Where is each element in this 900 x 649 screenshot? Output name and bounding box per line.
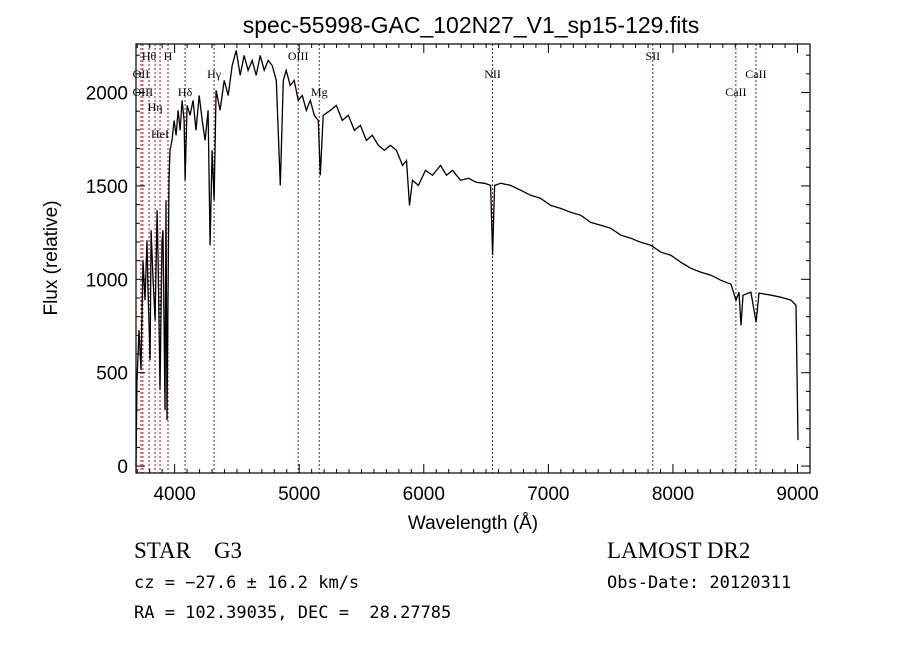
x-axis-label: Wavelength (Å) — [408, 513, 538, 534]
y-tick-label: 0 — [117, 457, 128, 478]
line-marker-label: SII — [645, 49, 660, 63]
line-marker-label: Hδ — [178, 85, 193, 99]
x-tick-label: 7000 — [527, 484, 569, 505]
y-tick-label: 500 — [96, 364, 128, 385]
coordinates: RA = 102.39035, DEC = 28.27785 — [134, 603, 452, 623]
spectrum-line — [135, 50, 799, 467]
line-marker-label: HeI — [151, 127, 169, 141]
line-marker-label: Mg — [311, 85, 328, 99]
line-marker-label: OII — [133, 67, 150, 81]
x-tick-label: 6000 — [403, 484, 445, 505]
plot-frame — [135, 43, 811, 474]
x-tick-label: 9000 — [776, 484, 818, 505]
y-axis-label: Flux (relative) — [41, 200, 62, 315]
line-marker-label: Hγ — [207, 67, 222, 81]
line-marker-label: Hη — [148, 100, 163, 114]
line-marker-label: CaII — [745, 67, 766, 81]
y-tick-label: 2000 — [86, 84, 128, 105]
x-tick-label: 5000 — [278, 484, 320, 505]
line-marker-label: CaII — [725, 85, 746, 99]
survey-name: LAMOST DR2 — [607, 538, 751, 563]
object-class: STAR G3 — [134, 538, 243, 563]
line-marker-label: Hθ — [142, 49, 157, 63]
obs-date: Obs-Date: 20120311 — [607, 573, 792, 593]
redshift-text: cz = −27.6 ± 16.2 km/s — [134, 573, 360, 593]
y-tick-label: 1500 — [86, 177, 128, 198]
x-tick-label: 8000 — [652, 484, 694, 505]
x-tick-label: 4000 — [153, 484, 195, 505]
line-marker-label: OIII — [133, 85, 154, 99]
line-marker-label: NII — [484, 67, 501, 81]
y-tick-label: 1000 — [86, 270, 128, 291]
line-marker-label: OIII — [288, 49, 309, 63]
line-marker-label: H — [164, 49, 173, 63]
chart-title: spec-55998-GAC_102N27_V1_sp15-129.fits — [243, 12, 699, 38]
